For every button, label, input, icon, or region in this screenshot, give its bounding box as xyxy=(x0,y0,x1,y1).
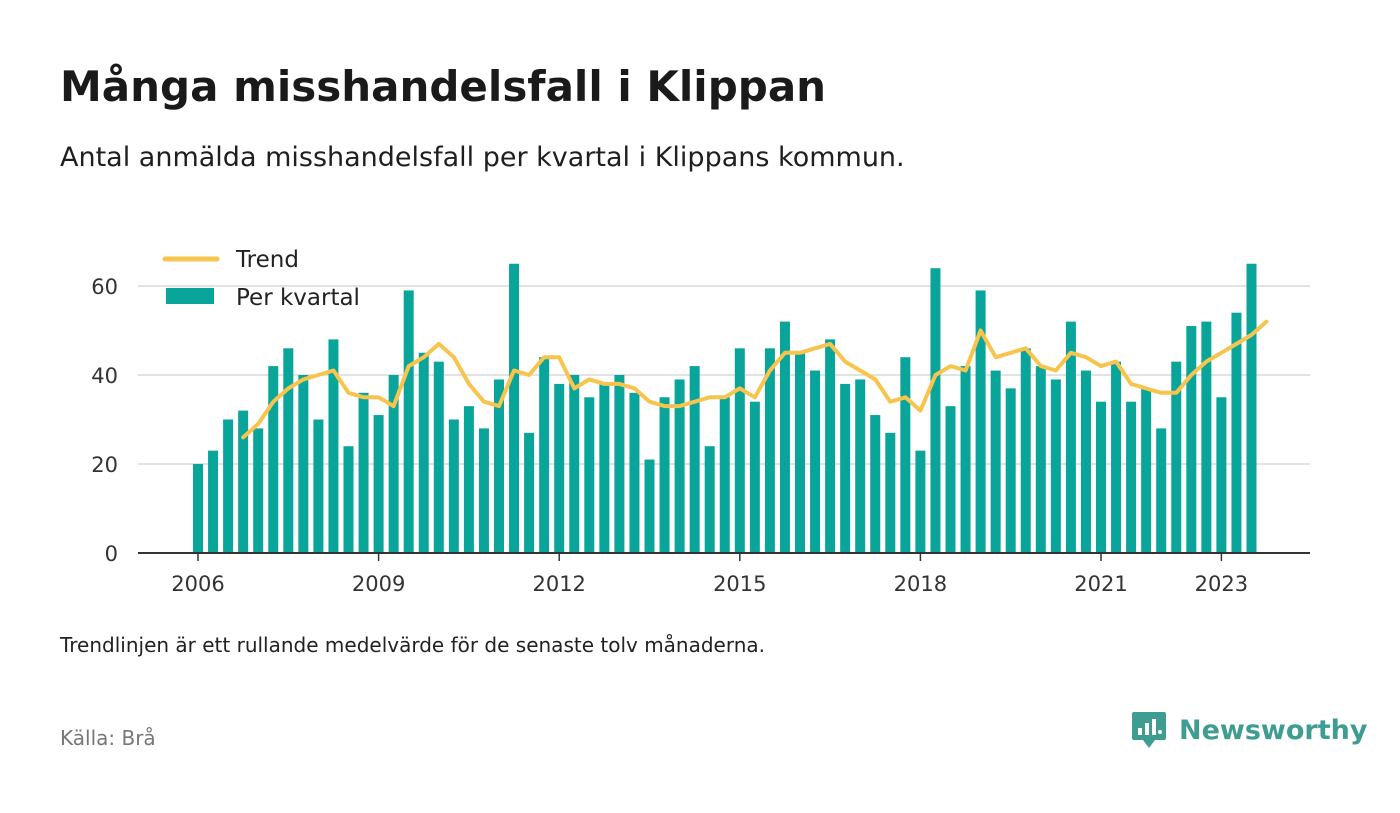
newsworthy-logo: Newsworthy xyxy=(1131,710,1367,750)
bar-17 xyxy=(448,419,459,553)
y-tick-label-20: 20 xyxy=(91,453,118,477)
bar-3 xyxy=(238,410,249,553)
newsworthy-logo-icon xyxy=(1132,712,1166,748)
x-tick-label-2023: 2023 xyxy=(1195,572,1248,596)
bar-8 xyxy=(313,419,324,553)
x-tick-label-2012: 2012 xyxy=(532,572,585,596)
bar-48 xyxy=(915,450,926,553)
bar-61 xyxy=(1111,361,1122,553)
bar-42 xyxy=(825,339,836,553)
legend-trend-label: Trend xyxy=(235,247,299,273)
bar-49 xyxy=(930,268,941,553)
bar-24 xyxy=(554,383,565,553)
bar-60 xyxy=(1096,401,1106,553)
bar-39 xyxy=(779,321,790,553)
brand-name: Newsworthy xyxy=(1179,714,1368,746)
legend-bar-label: Per kvartal xyxy=(236,285,360,311)
x-tick-label-2009: 2009 xyxy=(352,572,405,596)
bar-35 xyxy=(719,397,730,553)
bar-7 xyxy=(298,375,309,553)
y-tick-label-60: 60 xyxy=(91,275,118,299)
bar-23 xyxy=(539,357,550,553)
bar-31 xyxy=(659,397,670,553)
bar-14 xyxy=(403,290,414,553)
x-tick-label-2018: 2018 xyxy=(894,572,947,596)
bar-28 xyxy=(614,375,625,553)
bar-47 xyxy=(900,357,911,553)
bar-44 xyxy=(855,379,866,553)
trend-footnote: Trendlinjen är ett rullande medelvärde f… xyxy=(60,633,766,657)
bar-64 xyxy=(1156,428,1167,553)
trend-line xyxy=(241,319,1269,440)
bar-53 xyxy=(990,370,1001,553)
bar-15 xyxy=(418,352,429,553)
bar-51 xyxy=(960,366,971,553)
bar-5 xyxy=(268,366,279,553)
bar-67 xyxy=(1201,321,1212,553)
bar-56 xyxy=(1035,366,1046,553)
bar-36 xyxy=(734,348,745,553)
bar-54 xyxy=(1005,388,1016,553)
bar-0 xyxy=(193,464,203,553)
bar-41 xyxy=(810,370,821,553)
bar-33 xyxy=(689,366,700,553)
bar-6 xyxy=(283,348,294,553)
bar-63 xyxy=(1141,388,1152,553)
chart-title: Många misshandelsfall i Klippan xyxy=(60,62,827,111)
bar-9 xyxy=(328,339,339,553)
chart: 0 20 40 60 2006 2009 2012 2015 2018 2021 2023 Trend… xyxy=(91,247,1310,596)
bar-26 xyxy=(584,397,595,553)
bar-21 xyxy=(509,263,520,553)
bar-22 xyxy=(524,432,535,553)
bar-59 xyxy=(1080,370,1091,553)
bar-27 xyxy=(599,383,610,553)
bar-69 xyxy=(1231,312,1242,553)
bar-12 xyxy=(373,415,384,553)
bar-19 xyxy=(478,428,489,553)
bar-25 xyxy=(569,375,580,553)
bar-58 xyxy=(1065,321,1076,553)
bar-46 xyxy=(885,432,896,553)
x-tick-label-2006: 2006 xyxy=(171,572,224,596)
bar-29 xyxy=(629,392,640,553)
bar-55 xyxy=(1020,348,1031,553)
bar-57 xyxy=(1050,379,1061,553)
bar-62 xyxy=(1126,401,1137,553)
bar-38 xyxy=(764,348,775,553)
bar-10 xyxy=(343,446,354,553)
bar-2 xyxy=(223,419,234,553)
x-tick-label-2015: 2015 xyxy=(713,572,766,596)
y-tick-label-40: 40 xyxy=(91,364,118,388)
bar-65 xyxy=(1171,361,1182,553)
bar-45 xyxy=(870,415,881,553)
bar-43 xyxy=(840,383,851,553)
bar-66 xyxy=(1186,326,1197,553)
bar-30 xyxy=(644,459,655,553)
x-tick-label-2021: 2021 xyxy=(1074,572,1127,596)
bar-70 xyxy=(1246,263,1257,553)
bar-32 xyxy=(674,379,685,553)
bar-52 xyxy=(975,290,986,553)
bar-4 xyxy=(253,428,264,553)
legend-bar-swatch xyxy=(166,288,214,304)
bar-13 xyxy=(388,375,399,553)
bar-50 xyxy=(945,406,956,553)
bar-37 xyxy=(749,401,760,553)
bar-68 xyxy=(1216,397,1227,553)
bar-20 xyxy=(494,379,504,553)
y-tick-label-0: 0 xyxy=(105,542,118,566)
source-label: Källa: Brå xyxy=(60,726,156,750)
bar-11 xyxy=(358,392,369,553)
bar-40 xyxy=(795,352,805,553)
bar-18 xyxy=(463,406,474,553)
bar-16 xyxy=(433,361,444,553)
bar-1 xyxy=(208,450,219,553)
chart-subtitle: Antal anmälda misshandelsfall per kvarta… xyxy=(60,142,905,173)
bar-34 xyxy=(704,446,715,553)
